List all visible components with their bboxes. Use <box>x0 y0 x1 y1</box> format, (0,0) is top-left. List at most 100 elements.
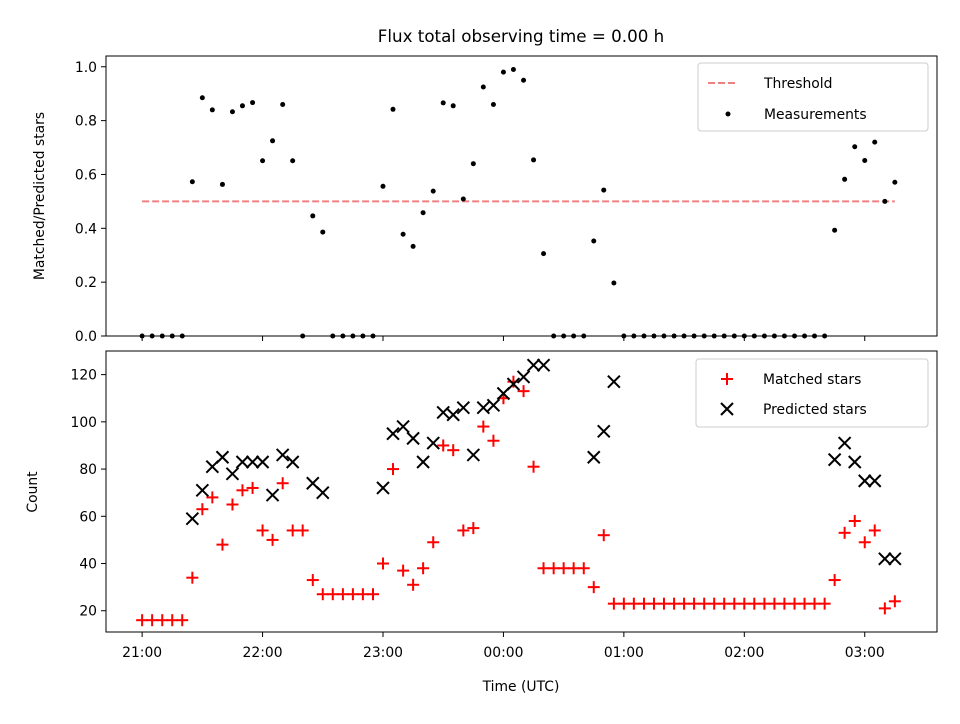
measurement-point <box>531 157 537 163</box>
measurement-point <box>420 210 426 216</box>
matched-star-point <box>447 444 460 457</box>
predicted-star-point <box>848 455 862 469</box>
measurement-point <box>320 229 326 235</box>
matched-star-point <box>778 597 791 610</box>
measurement-point <box>882 198 888 204</box>
time-tick-label: 01:00 <box>604 645 644 661</box>
predicted-star-point-b <box>316 485 330 500</box>
predicted-star-point-b <box>868 474 882 488</box>
predicted-star-point-b <box>185 511 200 526</box>
matched-star-point <box>487 434 500 447</box>
predicted-star-point <box>285 455 300 469</box>
predicted-star-point <box>376 481 390 495</box>
measurement-point <box>430 188 436 194</box>
predicted-star-point <box>406 431 420 446</box>
predicted-star-point <box>416 455 430 469</box>
measurement-point <box>591 238 597 244</box>
predicted-star-point <box>506 377 521 391</box>
count-y-tick-label: 80 <box>79 462 97 478</box>
matched-star-point <box>688 597 701 610</box>
matched-star-point <box>216 538 229 551</box>
measurement-point <box>510 66 516 72</box>
time-tick-label: 22:00 <box>243 645 283 661</box>
x-axis-label: Time (UTC) <box>482 679 560 695</box>
measurement-point <box>541 251 547 257</box>
matched-star-point <box>306 574 319 587</box>
predicted-star-point-b <box>396 419 410 434</box>
matched-star-point <box>597 529 610 542</box>
predicted-star-point <box>215 450 230 464</box>
ratio-y-tick-label: 0.6 <box>75 167 97 183</box>
chart-title: Flux total observing time = 0.00 h <box>378 26 664 46</box>
measurement-point <box>490 101 496 107</box>
predicted-star-point-b <box>406 431 420 446</box>
ratio-x-axis <box>141 336 866 341</box>
ratio-y-axis-label: Matched/Predicted stars <box>32 112 48 280</box>
predicted-star-point-b <box>587 450 601 464</box>
measurement-point <box>280 101 286 107</box>
measurement-point <box>209 107 215 113</box>
predicted-star-point <box>195 483 210 498</box>
measurement-point <box>480 84 486 90</box>
predicted-star-point <box>235 455 250 469</box>
predicted-star-point <box>426 436 440 450</box>
time-tick-label: 02:00 <box>724 645 764 661</box>
count-marks <box>136 358 902 627</box>
measurement-point <box>239 103 245 109</box>
predicted-star-point <box>245 455 260 469</box>
count-panel: 20 40 60 80 100 120 21:00 22:00 23:00 00:00 01:00… <box>25 350 938 695</box>
matched-star-point <box>386 463 399 476</box>
predicted-star-point-b <box>466 448 481 462</box>
predicted-star-point <box>888 552 902 566</box>
predicted-star-point-b <box>837 436 852 450</box>
matched-star-point <box>577 562 590 575</box>
matched-star-point <box>296 524 309 537</box>
measurement-point <box>400 231 406 237</box>
count-y-tick-label: 120 <box>70 368 97 384</box>
predicted-star-point-b <box>486 398 501 413</box>
matched-star-point <box>246 481 259 494</box>
ratio-legend: Threshold Measurements <box>697 62 929 132</box>
matched-star-point <box>828 574 841 587</box>
measurements-legend-swatch <box>725 111 731 117</box>
predicted-star-point-b <box>848 455 862 469</box>
predicted-star-point-b <box>225 467 240 481</box>
measurement-point <box>872 139 878 145</box>
count-y-tick-label: 40 <box>79 557 97 573</box>
matched-star-point <box>808 597 821 610</box>
time-tick-label: 21:00 <box>122 645 162 661</box>
matched-star-point <box>517 385 530 398</box>
matched-star-point <box>748 597 761 610</box>
predicted-star-point-b <box>858 474 872 488</box>
measurement-point <box>390 106 396 112</box>
ratio-y-axis: 0.0 0.2 0.4 0.6 0.8 1.0 <box>75 60 106 345</box>
predicted-star-point-b <box>476 400 491 415</box>
predicted-star-point-b <box>436 405 450 420</box>
ratio-panel: 0.0 0.2 0.4 0.6 0.8 1.0 Matched/Predicted sta… <box>32 55 938 345</box>
matched-star-point <box>397 564 410 577</box>
count-y-tick-label: 100 <box>70 415 97 431</box>
matched-star-point <box>276 477 289 490</box>
matched-legend-label: Matched stars <box>763 372 861 388</box>
predicted-star-point <box>225 467 240 481</box>
predicted-star-point-b <box>285 455 300 469</box>
predicted-star-point <box>536 358 551 372</box>
predicted-star-point-b <box>446 408 460 422</box>
predicted-star-point-b <box>245 455 260 469</box>
measurement-point <box>852 144 858 150</box>
measurement-point <box>229 109 235 115</box>
predicted-star-point-b <box>235 455 250 469</box>
predicted-star-point <box>837 436 852 450</box>
ratio-y-tick-label: 0.2 <box>75 275 97 291</box>
predicted-star-point <box>827 452 842 467</box>
measurement-point <box>380 183 386 189</box>
ratio-y-tick-label: 0.8 <box>75 114 97 130</box>
predicted-legend-swatch <box>720 402 734 416</box>
measurements-legend-label: Measurements <box>764 107 867 123</box>
predicted-star-point <box>486 398 501 413</box>
ratio-legend-box <box>697 62 929 132</box>
measurement-point <box>189 179 195 185</box>
ratio-y-tick-label: 0.4 <box>75 221 97 237</box>
predicted-star-point <box>878 552 892 566</box>
